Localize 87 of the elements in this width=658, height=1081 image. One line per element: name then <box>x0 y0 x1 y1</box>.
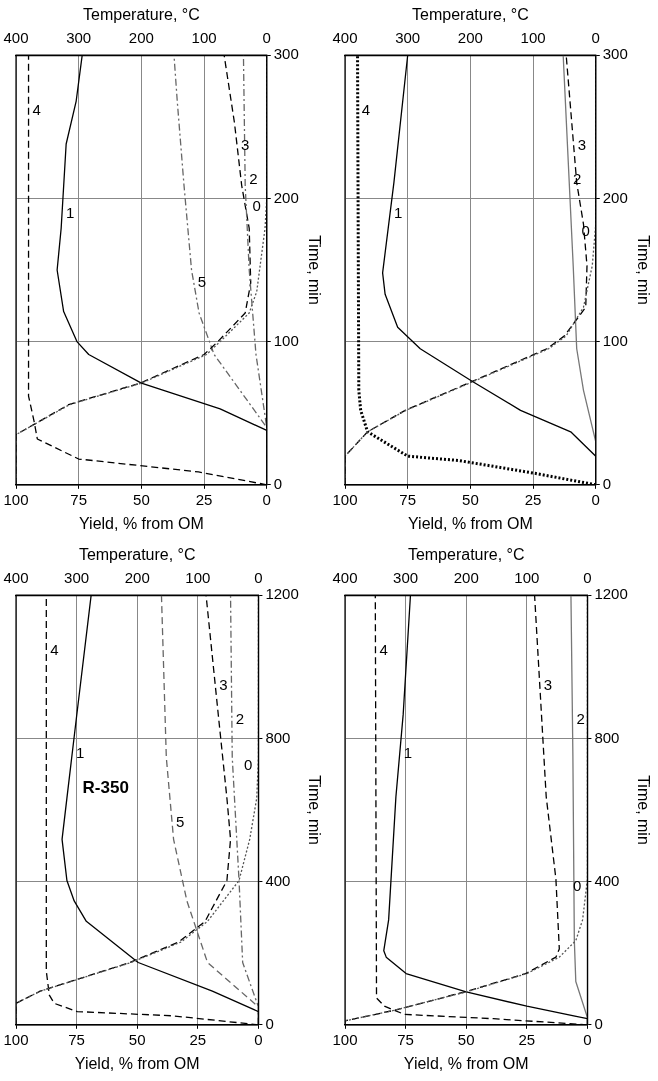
x-tick-label: 0 <box>254 1030 263 1048</box>
y-tick-label: 800 <box>265 728 291 746</box>
series-label: 2 <box>249 169 258 187</box>
series-label: 0 <box>573 877 582 895</box>
series-label: 1 <box>65 204 75 222</box>
series-label: 5 <box>197 273 207 291</box>
x2-tick-label: 100 <box>185 569 211 587</box>
series-label: 3 <box>219 675 228 693</box>
series-label: 1 <box>76 744 85 762</box>
x2-tick-label: 400 <box>332 29 358 47</box>
x2-tick-label: 100 <box>191 29 217 47</box>
series-label: 3 <box>543 675 553 693</box>
y-axis-title: Time, min <box>305 775 323 845</box>
y-tick-label: 1200 <box>265 585 299 603</box>
x-tick-label: 75 <box>397 1030 414 1048</box>
x-tick-label: 50 <box>462 490 479 508</box>
series-label: 3 <box>577 135 586 153</box>
annotation: R-350 <box>82 778 129 798</box>
x2-tick-label: 300 <box>395 29 421 47</box>
y-tick-label: 1200 <box>594 585 628 603</box>
series-label: 0 <box>244 755 253 773</box>
series-label: 2 <box>235 709 245 727</box>
x2-tick-label: 0 <box>583 569 592 587</box>
x2-axis-title: Temperature, °C <box>407 546 525 564</box>
y-tick-label: 0 <box>273 474 283 492</box>
x2-tick-label: 100 <box>514 569 540 587</box>
y-tick-label: 300 <box>602 45 628 63</box>
y-tick-label: 400 <box>594 871 620 889</box>
series-label: 0 <box>581 222 590 240</box>
x-tick-label: 100 <box>332 1030 358 1048</box>
series-label: 1 <box>393 204 403 222</box>
x-tick-label: 25 <box>524 490 542 508</box>
x2-tick-label: 300 <box>64 569 90 587</box>
x-tick-label: 50 <box>133 490 150 508</box>
y-tick-label: 200 <box>273 188 299 206</box>
series-label: 1 <box>403 744 413 762</box>
x2-tick-label: 300 <box>393 569 419 587</box>
x-tick-label: 100 <box>3 1030 29 1048</box>
x2-tick-label: 400 <box>3 569 29 587</box>
series-label: 3 <box>241 135 250 153</box>
x-tick-label: 25 <box>189 1030 207 1048</box>
x-axis-title: Yield, % from OM <box>74 1054 200 1072</box>
x-tick-label: 25 <box>518 1030 536 1048</box>
x2-tick-label: 0 <box>254 569 263 587</box>
series-label: 2 <box>576 709 585 727</box>
series-label: 5 <box>176 813 185 831</box>
x-tick-label: 0 <box>583 1030 592 1048</box>
x2-tick-label: 400 <box>332 569 358 587</box>
x2-tick-label: 200 <box>124 569 150 587</box>
x-tick-label: 100 <box>3 490 29 508</box>
x2-tick-label: 200 <box>453 569 479 587</box>
x2-tick-label: 100 <box>520 29 546 47</box>
x-axis-title: Yield, % from OM <box>403 1054 529 1072</box>
series-label: 0 <box>252 196 261 214</box>
y-axis-title: Time, min <box>305 235 323 305</box>
y-tick-label: 0 <box>602 474 612 492</box>
y-axis-title: Time, min <box>634 775 652 845</box>
y-tick-label: 300 <box>273 45 299 63</box>
y-tick-label: 100 <box>273 331 299 349</box>
x2-axis-title: Temperature, °C <box>78 546 196 564</box>
y-tick-label: 100 <box>602 331 628 349</box>
y-axis-title: Time, min <box>634 235 652 305</box>
series-label: 4 <box>379 641 388 659</box>
y-tick-label: 800 <box>594 728 620 746</box>
series-label: 4 <box>32 101 41 119</box>
y-tick-label: 0 <box>594 1014 603 1032</box>
x-axis-title: Yield, % from OM <box>408 514 533 532</box>
x2-tick-label: 400 <box>3 29 29 47</box>
y-tick-label: 0 <box>265 1014 274 1032</box>
x-tick-label: 100 <box>332 490 358 508</box>
x2-tick-label: 200 <box>457 29 483 47</box>
x-tick-label: 50 <box>128 1030 146 1048</box>
x2-axis-title: Temperature, °C <box>412 6 529 24</box>
series-label: 4 <box>50 641 59 659</box>
x-tick-label: 75 <box>70 490 88 508</box>
x-tick-label: 50 <box>457 1030 475 1048</box>
x2-axis-title: Temperature, °C <box>83 6 200 24</box>
y-tick-label: 400 <box>265 871 291 889</box>
y-tick-label: 200 <box>602 188 628 206</box>
x2-tick-label: 200 <box>128 29 154 47</box>
x-tick-label: 75 <box>399 490 417 508</box>
x-tick-label: 75 <box>68 1030 85 1048</box>
series-label: 4 <box>361 101 371 119</box>
x2-tick-label: 300 <box>66 29 92 47</box>
x-tick-label: 25 <box>195 490 213 508</box>
series-label: 2 <box>573 169 582 187</box>
x-axis-title: Yield, % from OM <box>79 514 204 532</box>
